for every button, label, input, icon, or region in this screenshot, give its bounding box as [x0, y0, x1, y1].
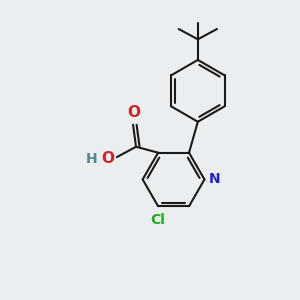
Text: O: O [127, 105, 140, 120]
Text: H: H [86, 152, 98, 166]
Text: O: O [101, 151, 114, 166]
Text: Cl: Cl [151, 213, 166, 227]
Text: N: N [209, 172, 220, 186]
